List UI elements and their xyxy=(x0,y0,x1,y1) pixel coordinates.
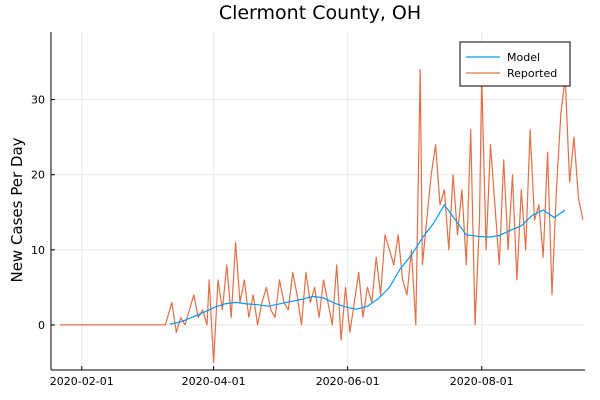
x-tick-label: 2020-08-01 xyxy=(450,375,514,388)
axes xyxy=(50,32,585,371)
legend-label-reported: Reported xyxy=(507,67,557,80)
chart-title: Clermont County, OH xyxy=(219,2,421,24)
y-tick-label: 20 xyxy=(31,169,45,182)
x-tick-label: 2020-02-01 xyxy=(50,375,114,388)
y-tick-label: 10 xyxy=(31,244,45,257)
legend: Model Reported xyxy=(459,41,571,87)
tick-labels: 2020-02-01 2020-04-01 2020-06-01 2020-08-01… xyxy=(31,94,514,388)
x-tick-label: 2020-04-01 xyxy=(182,375,246,388)
y-tick-label: 30 xyxy=(31,94,45,107)
series-line-reported xyxy=(59,68,584,364)
y-tick-label: 0 xyxy=(38,319,45,332)
y-axis-label: New Cases Per Day xyxy=(8,137,26,282)
series-lines xyxy=(59,68,584,364)
legend-box xyxy=(459,41,571,87)
series-line-model xyxy=(169,204,566,325)
x-tick-label: 2020-06-01 xyxy=(316,375,380,388)
legend-label-model: Model xyxy=(507,51,540,64)
